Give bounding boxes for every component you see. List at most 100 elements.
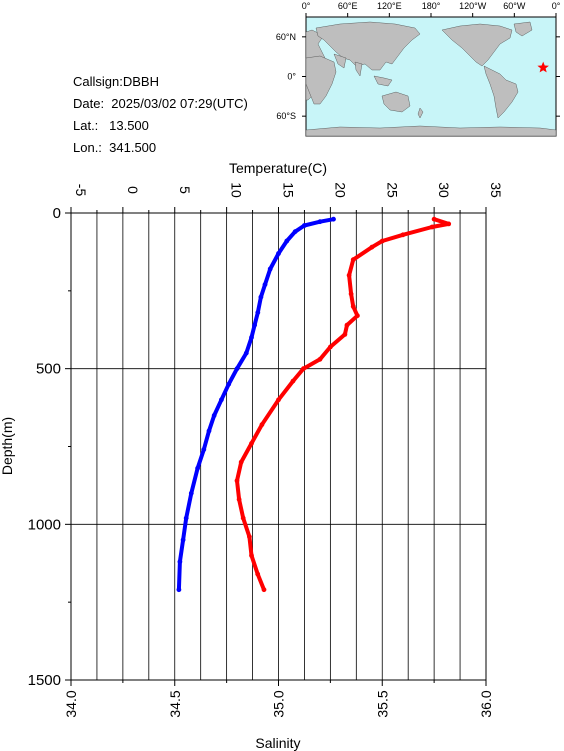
temperature-point (284, 238, 290, 244)
salinity-point (261, 587, 267, 593)
map-latitude-label: 60°N (276, 32, 296, 42)
salinity-tick-label: 35.5 (374, 690, 390, 717)
grid-lines (71, 213, 486, 680)
salinity-tick-label: 36.0 (478, 690, 494, 717)
temperature-tick-label: 0 (125, 186, 141, 194)
salinity-point (342, 332, 348, 337)
temperature-point (188, 490, 194, 496)
salinity-point (328, 344, 333, 350)
salinity-point (446, 221, 452, 227)
map-longitude-label: 120°E (377, 1, 402, 11)
depth-axis-label: Depth(m) (0, 417, 15, 475)
temperature-point (180, 537, 186, 543)
station-info: Callsign:DBBH Date: 2025/03/02 07:29(UTC… (73, 71, 248, 159)
series-layer (176, 216, 452, 593)
temperature-point (177, 559, 183, 565)
temperature-point (331, 216, 336, 222)
salinity-point (236, 497, 242, 502)
axis-ticks: -5 0 5 10 15 20 25 30 35 34.0 34.5 35.0 35.5 36.0 0 500… (28, 182, 504, 717)
salinity-profile-line (235, 217, 451, 592)
map-longitude-label: 0° (552, 1, 561, 11)
temperature-point (292, 229, 298, 235)
salinity-point (369, 244, 375, 250)
depth-tick-label: 1500 (28, 672, 61, 689)
map-longitude-label: 120°W (459, 1, 487, 11)
salinity-point (348, 291, 354, 297)
salinity-point (238, 459, 244, 465)
salinity-point (276, 397, 281, 403)
temperature-point (183, 515, 189, 521)
map-latitude-label: 60°S (276, 111, 296, 121)
salinity-point (247, 534, 252, 540)
location-map: 0° 60°E 120°E 180° 120°W 60°W 0° 60°N 0° 60°S (276, 1, 561, 137)
temperature-axis-label: Temperature(C) (229, 160, 327, 176)
salinity-point (429, 224, 435, 230)
map-latitude-label: 0° (287, 72, 296, 82)
temperature-point (234, 366, 240, 372)
temperature-tick-label: 15 (281, 182, 297, 198)
map-land (305, 21, 557, 137)
temperature-point (201, 447, 207, 452)
temperature-point (258, 294, 264, 300)
temperature-point (267, 266, 273, 272)
depth-tick-label: 1000 (28, 516, 61, 533)
date-text: Date: 2025/03/02 07:29(UTC) (73, 96, 248, 111)
temperature-tick-label: 20 (332, 182, 348, 198)
temperature-tick-label: 25 (384, 182, 400, 198)
salinity-point (431, 216, 437, 222)
map-longitude-label: 60°W (503, 1, 526, 11)
temperature-point (243, 350, 249, 356)
salinity-point (249, 553, 254, 558)
temperature-point (302, 223, 307, 228)
salinity-tick-label: 34.0 (63, 690, 79, 717)
latitude-text: Lat.: 13.500 (73, 118, 149, 133)
temperature-point (249, 335, 254, 340)
salinity-tick-label: 34.5 (167, 690, 183, 717)
salinity-point (344, 322, 350, 328)
salinity-point (290, 378, 296, 384)
temperature-tick-label: -5 (73, 184, 89, 197)
temperature-point (276, 251, 281, 256)
salinity-tick-label: 35.0 (271, 690, 287, 717)
map-longitude-label: 0° (302, 1, 311, 11)
salinity-point (259, 422, 265, 428)
station-star-icon (537, 61, 549, 73)
salinity-point (400, 232, 406, 238)
salinity-point (301, 366, 306, 372)
longitude-text: Lon.: 341.500 (73, 140, 157, 155)
map-latitude-ticks: 60°N 0° 60°S (276, 32, 560, 121)
map-longitude-label: 60°E (338, 1, 358, 11)
callsign-text: Callsign:DBBH (73, 74, 159, 89)
salinity-point (346, 272, 352, 278)
map-longitude-ticks: 0° 60°E 120°E 180° 120°W 60°W 0° (302, 1, 561, 17)
depth-tick-label: 0 (53, 205, 61, 222)
salinity-point (249, 441, 254, 446)
temperature-point (206, 428, 212, 434)
salinity-point (350, 304, 356, 309)
temperature-tick-label: 10 (229, 182, 245, 198)
temperature-point (219, 397, 224, 403)
temperature-point (176, 587, 182, 593)
salinity-point (350, 257, 356, 263)
temperature-point (211, 413, 217, 418)
salinity-point (379, 238, 385, 244)
temperature-point (226, 381, 232, 387)
depth-tick-label: 500 (36, 361, 61, 378)
temperature-point (252, 322, 257, 328)
salinity-point (234, 478, 240, 484)
salinity-point (255, 571, 261, 577)
temperature-point (255, 310, 261, 315)
salinity-axis-label: Salinity (255, 735, 300, 751)
temperature-point (317, 219, 323, 225)
temperature-point (195, 465, 201, 471)
temperature-tick-label: 30 (436, 182, 452, 198)
temperature-point (262, 282, 268, 287)
map-marker-layer (537, 61, 549, 73)
map-longitude-label: 180° (422, 1, 441, 11)
temperature-tick-label: 35 (488, 182, 504, 198)
salinity-point (240, 515, 246, 521)
salinity-point (355, 313, 360, 319)
temperature-tick-label: 5 (177, 186, 193, 194)
salinity-point (317, 356, 323, 362)
